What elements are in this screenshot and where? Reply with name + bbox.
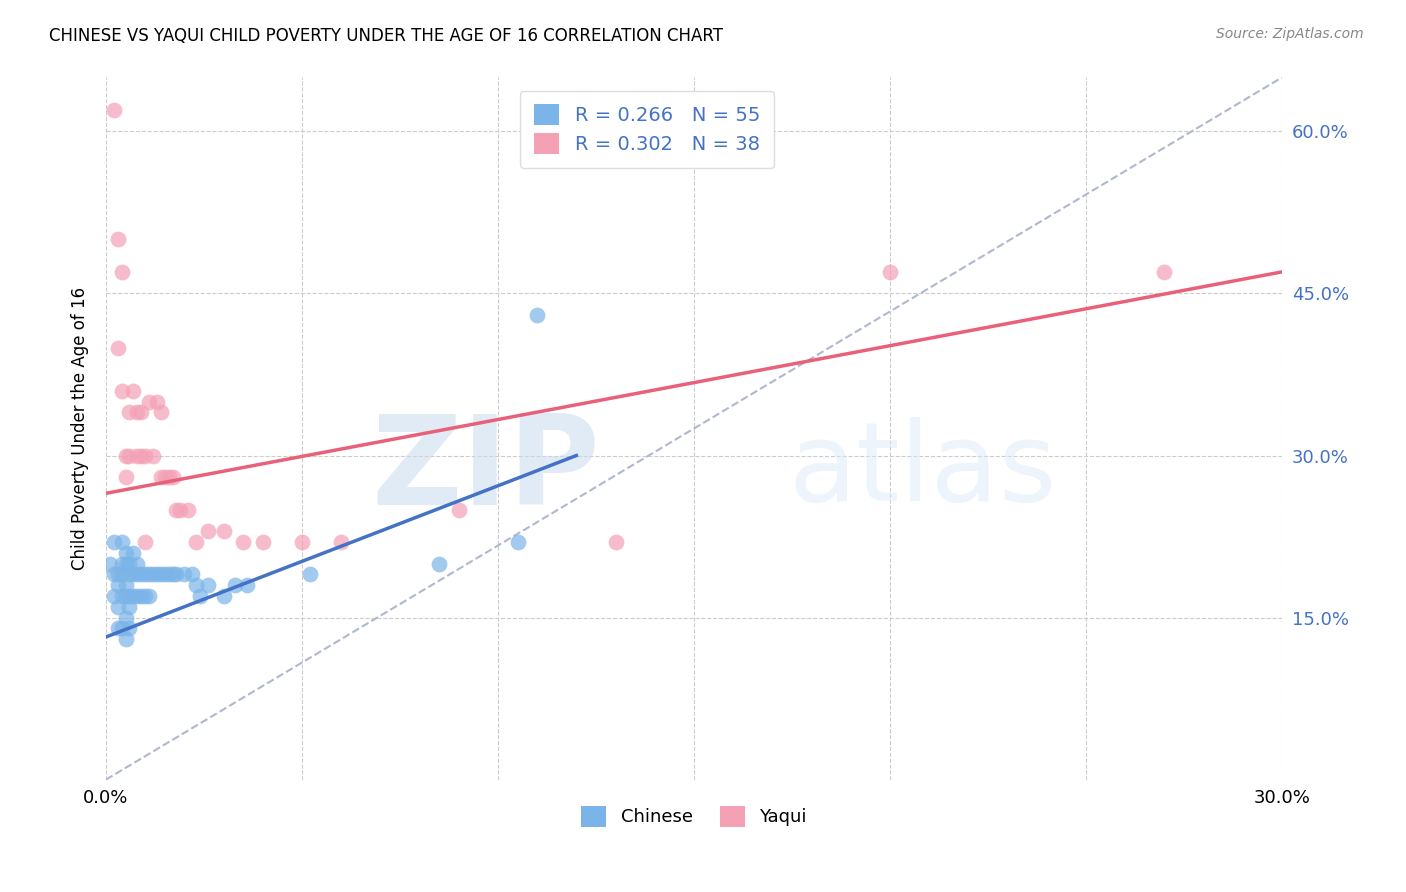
Point <box>146 394 169 409</box>
Point <box>177 502 200 516</box>
Point <box>110 535 132 549</box>
Point <box>127 567 149 582</box>
Point <box>129 405 152 419</box>
Point <box>166 502 188 516</box>
Point <box>197 578 219 592</box>
Point <box>157 567 180 582</box>
Point <box>114 589 136 603</box>
Point <box>103 535 125 549</box>
Point <box>98 557 121 571</box>
Point <box>134 449 156 463</box>
Point <box>162 470 184 484</box>
Point <box>184 578 207 592</box>
Point <box>110 567 132 582</box>
Point <box>142 449 165 463</box>
Point <box>118 557 141 571</box>
Point <box>114 470 136 484</box>
Point <box>103 103 125 117</box>
Point <box>252 535 274 549</box>
Point <box>122 589 145 603</box>
Point <box>212 589 235 603</box>
Point <box>129 567 152 582</box>
Point <box>162 567 184 582</box>
Point <box>166 567 188 582</box>
Point <box>107 578 129 592</box>
Point <box>122 567 145 582</box>
Text: atlas: atlas <box>787 417 1056 524</box>
Point <box>110 557 132 571</box>
Point <box>107 621 129 635</box>
Point <box>127 589 149 603</box>
Point <box>236 578 259 592</box>
Point <box>107 599 129 614</box>
Point <box>173 567 195 582</box>
Point <box>114 632 136 647</box>
Point <box>127 405 149 419</box>
Point <box>122 384 145 398</box>
Point <box>605 535 627 549</box>
Point <box>114 557 136 571</box>
Point <box>157 470 180 484</box>
Point <box>110 621 132 635</box>
Point <box>526 308 548 322</box>
Point <box>146 567 169 582</box>
Point <box>232 535 254 549</box>
Point <box>118 405 141 419</box>
Point <box>114 610 136 624</box>
Point <box>197 524 219 538</box>
Point <box>127 557 149 571</box>
Point <box>1153 265 1175 279</box>
Point <box>134 589 156 603</box>
Point <box>142 567 165 582</box>
Point <box>114 578 136 592</box>
Point <box>427 557 450 571</box>
Point <box>138 394 160 409</box>
Point <box>291 535 314 549</box>
Point <box>134 567 156 582</box>
Point <box>118 449 141 463</box>
Point <box>122 546 145 560</box>
Point <box>110 384 132 398</box>
Point <box>118 589 141 603</box>
Point <box>129 589 152 603</box>
Point <box>224 578 246 592</box>
Text: ZIP: ZIP <box>371 410 600 531</box>
Point <box>118 599 141 614</box>
Point <box>118 567 141 582</box>
Y-axis label: Child Poverty Under the Age of 16: Child Poverty Under the Age of 16 <box>72 287 89 570</box>
Point <box>129 449 152 463</box>
Point <box>153 567 176 582</box>
Point <box>127 449 149 463</box>
Legend: Chinese, Yaqui: Chinese, Yaqui <box>574 798 814 834</box>
Point <box>110 589 132 603</box>
Point <box>107 232 129 246</box>
Point <box>138 567 160 582</box>
Point <box>118 621 141 635</box>
Point <box>153 470 176 484</box>
Point <box>298 567 321 582</box>
Point <box>149 567 172 582</box>
Point <box>212 524 235 538</box>
Point <box>879 265 901 279</box>
Point <box>447 502 470 516</box>
Point <box>110 265 132 279</box>
Point <box>169 502 191 516</box>
Text: Source: ZipAtlas.com: Source: ZipAtlas.com <box>1216 27 1364 41</box>
Point <box>107 567 129 582</box>
Point <box>114 546 136 560</box>
Point <box>114 449 136 463</box>
Point <box>188 589 211 603</box>
Point <box>138 589 160 603</box>
Point <box>149 405 172 419</box>
Point <box>330 535 353 549</box>
Point <box>103 589 125 603</box>
Point <box>103 567 125 582</box>
Point <box>181 567 204 582</box>
Point <box>506 535 529 549</box>
Point <box>107 341 129 355</box>
Text: CHINESE VS YAQUI CHILD POVERTY UNDER THE AGE OF 16 CORRELATION CHART: CHINESE VS YAQUI CHILD POVERTY UNDER THE… <box>49 27 723 45</box>
Point <box>184 535 207 549</box>
Point <box>134 535 156 549</box>
Point <box>149 470 172 484</box>
